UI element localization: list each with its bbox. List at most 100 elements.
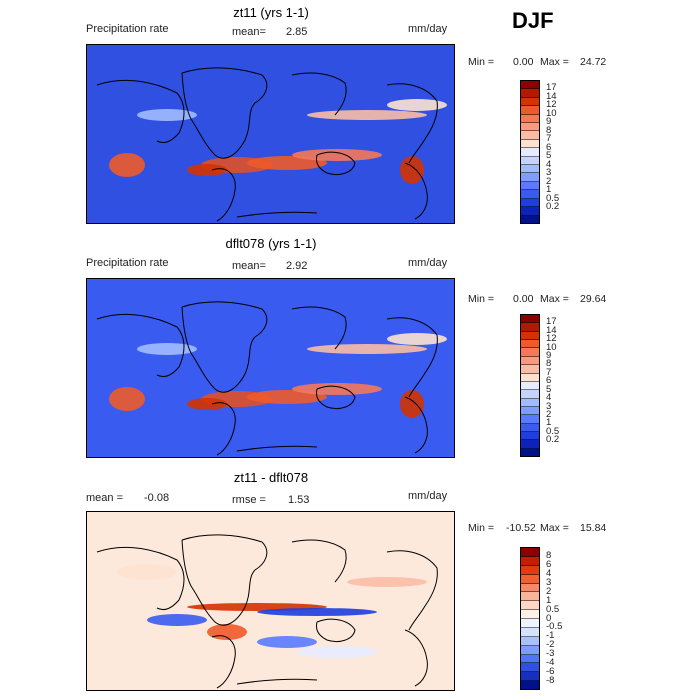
panel1-colorbar-swatch bbox=[521, 139, 539, 149]
coastline bbox=[211, 402, 236, 456]
panel3-map-field bbox=[87, 512, 454, 690]
panel1-left-label: Precipitation rate bbox=[86, 23, 169, 35]
coastline bbox=[211, 635, 236, 689]
panel2-colorbar bbox=[520, 314, 540, 457]
panel1-units: mm/day bbox=[408, 23, 448, 35]
panel1-min-label: Min = bbox=[468, 56, 494, 68]
panel2-min-value: 0.00 bbox=[513, 293, 534, 305]
panel2-colorbar-swatch bbox=[521, 432, 539, 441]
panel2-colorbar-swatch bbox=[521, 348, 539, 357]
panel1-colorbar-swatch bbox=[521, 207, 539, 216]
panel3-colorbar-tick: -3 bbox=[546, 648, 555, 660]
panel3-units: mm/day bbox=[408, 490, 448, 502]
panel1-colorbar-tick: 5 bbox=[546, 150, 552, 162]
panel3-colorbar-tick: 3 bbox=[546, 576, 552, 588]
panel2-colorbar-tick: 14 bbox=[546, 324, 557, 336]
panel2-colorbar-swatch bbox=[521, 448, 539, 457]
panel1-colorbar-tick: 7 bbox=[546, 133, 552, 145]
panel1-mean-value: 2.85 bbox=[286, 26, 308, 38]
panel1-colorbar-tick: 0.2 bbox=[546, 201, 560, 213]
panel3-colorbar-swatch bbox=[521, 610, 539, 619]
panel2-title: dflt078 (yrs 1-1) bbox=[225, 236, 317, 251]
coastline bbox=[291, 306, 347, 350]
panel1-colorbar-swatch bbox=[521, 173, 539, 182]
panel2-max-label: Max = bbox=[540, 293, 569, 305]
panel2-colorbar-tick: 2 bbox=[546, 408, 552, 420]
panel1-colorbar-tick: 4 bbox=[546, 158, 552, 170]
panel2-colorbar-tick: 5 bbox=[546, 383, 552, 395]
panel2-left-label: Precipitation rate bbox=[86, 257, 169, 269]
panel2-colorbar-swatch bbox=[521, 365, 539, 374]
panel2-colorbar-swatch bbox=[521, 331, 539, 341]
coastline bbox=[181, 67, 268, 159]
panel3-max-value: 15.84 bbox=[580, 522, 607, 534]
panel2-colorbar-tick: 17 bbox=[546, 316, 557, 328]
panel1-colorbar-swatch bbox=[521, 156, 539, 166]
panel2-colorbar-tick: 12 bbox=[546, 333, 557, 345]
panel2-colorbar-swatch bbox=[521, 356, 539, 366]
panel3-colorbar-tick: -0.5 bbox=[546, 621, 563, 633]
coastline bbox=[386, 317, 438, 398]
panel3-colorbar-swatch bbox=[521, 592, 539, 602]
panel3-colorbar-swatch bbox=[521, 663, 539, 673]
coastline bbox=[404, 629, 428, 687]
panel2-colorbar-swatch bbox=[521, 390, 539, 399]
panel1-colorbar-swatch bbox=[521, 181, 539, 191]
coastline bbox=[211, 168, 236, 222]
panel3-left-label: mean = bbox=[86, 492, 123, 504]
panel2-colorbar-tick: 8 bbox=[546, 358, 552, 370]
panel3-colorbar-swatch bbox=[521, 627, 539, 637]
coastline bbox=[236, 211, 318, 218]
panel3-colorbar-swatch bbox=[521, 672, 539, 682]
panel1-colorbar-tick: 17 bbox=[546, 82, 557, 94]
panel3-min-label: Min = bbox=[468, 522, 494, 534]
panel1-max-value: 24.72 bbox=[580, 56, 607, 68]
coastline bbox=[404, 162, 428, 220]
panel1-colorbar-tick: 0.5 bbox=[546, 192, 560, 204]
panel3-colorbar-tick: 8 bbox=[546, 549, 552, 561]
panel2-colorbar-tick: 10 bbox=[546, 341, 557, 353]
panel1-colorbar-swatch bbox=[521, 215, 539, 223]
coastline bbox=[316, 618, 356, 643]
panel2-colorbar-swatch bbox=[521, 323, 539, 332]
panel3-colorbar-tick: -8 bbox=[546, 675, 555, 687]
panel2-colorbar-tick: 0.5 bbox=[546, 425, 560, 437]
panel1-colorbar-swatch bbox=[521, 148, 539, 157]
panel1-colorbar-tick: 2 bbox=[546, 175, 552, 187]
coastline bbox=[96, 79, 185, 144]
panel2-colorbar-tick: 7 bbox=[546, 366, 552, 378]
panel2-colorbar-swatch bbox=[521, 423, 539, 433]
panel3-colorbar-tick: 6 bbox=[546, 558, 552, 570]
coastline bbox=[386, 83, 438, 164]
panel1-map-field bbox=[87, 45, 454, 223]
panel3-colorbar-tick: -6 bbox=[546, 666, 555, 678]
panel1-colorbar-swatch bbox=[521, 106, 539, 115]
panel2-mean-value: 2.92 bbox=[286, 260, 308, 272]
panel3-colorbar-swatch bbox=[521, 583, 539, 593]
panel3-max-label: Max = bbox=[540, 522, 569, 534]
panel2-colorbar-swatch bbox=[521, 315, 539, 324]
panel3-colorbar-swatch bbox=[521, 636, 539, 646]
panel3-colorbar-tick: 0.5 bbox=[546, 603, 560, 615]
panel2-colorbar-tick: 9 bbox=[546, 350, 552, 362]
panel1-mean-label: mean= bbox=[232, 26, 266, 38]
panel3-colorbar-tick: 4 bbox=[546, 567, 552, 579]
panel3-map bbox=[86, 511, 455, 691]
coastline bbox=[291, 539, 347, 583]
panel2-mean-label: mean= bbox=[232, 260, 266, 272]
panel2-min-label: Min = bbox=[468, 293, 494, 305]
coastline bbox=[316, 151, 356, 176]
panel3-left-value: -0.08 bbox=[144, 492, 170, 504]
panel1-map bbox=[86, 44, 455, 224]
panel2-colorbar-tick: 0.2 bbox=[546, 434, 560, 446]
panel2-colorbar-swatch bbox=[521, 440, 539, 449]
season-label: DJF bbox=[512, 8, 554, 33]
panel1-colorbar-tick: 9 bbox=[546, 116, 552, 128]
panel1-colorbar-tick: 3 bbox=[546, 167, 552, 179]
panel1-colorbar-tick: 14 bbox=[546, 90, 557, 102]
panel3-colorbar-swatch bbox=[521, 565, 539, 575]
panel2-colorbar-swatch bbox=[521, 398, 539, 407]
panel3-colorbar-tick: -2 bbox=[546, 639, 555, 651]
panel2-colorbar-tick: 3 bbox=[546, 400, 552, 412]
panel3-colorbar-swatch bbox=[521, 574, 539, 584]
